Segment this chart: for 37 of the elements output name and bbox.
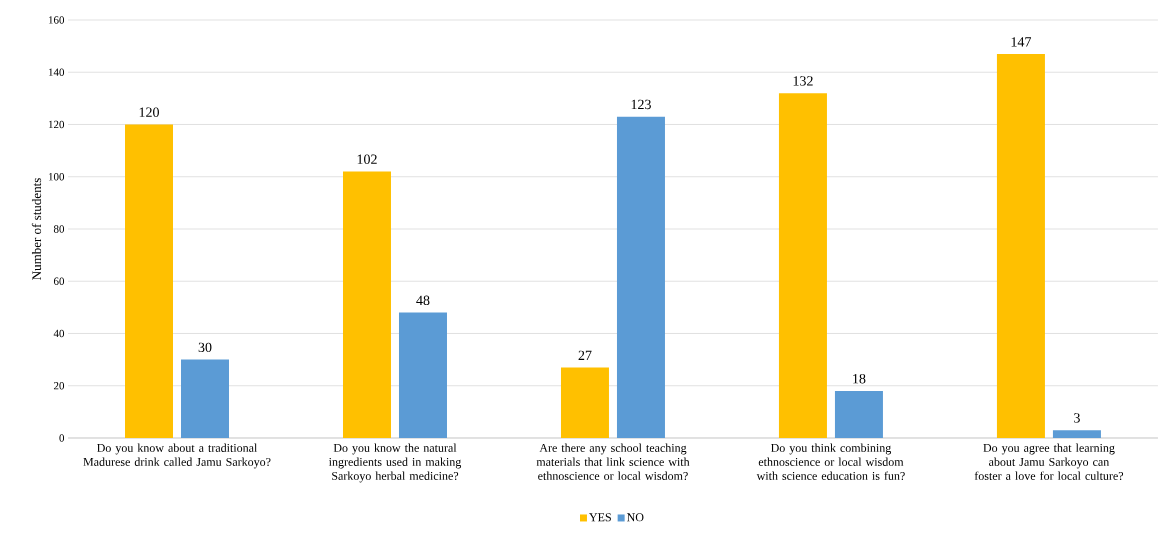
bar — [616, 116, 665, 438]
bar — [560, 367, 609, 438]
x-tick-label: Do you know the natural ingredients used in making Sarkoyo herbal medicine? — [328, 443, 462, 483]
y-tick-label: 40 — [53, 329, 65, 338]
legend-label: YES — [589, 513, 611, 522]
data-label: 18 — [853, 373, 866, 384]
data-label: 30 — [198, 342, 212, 353]
y-axis-title: Number of students — [31, 178, 42, 280]
x-tick-label: Do you know about a traditional Madurese drink called Jamu Sarkoyo? — [83, 443, 271, 469]
x-tick-label: Are there any school teaching materials that link science with ethnoscience or local wisdom? — [536, 443, 690, 481]
data-label: 147 — [1011, 37, 1032, 47]
bar — [342, 171, 391, 438]
x-tick-label: Do you agree that learning about Jamu Sarkoyo can foster a love for local culture? — [974, 443, 1124, 481]
y-tick-label: 20 — [53, 382, 65, 390]
y-tick-label: 160 — [48, 16, 65, 24]
y-tick-label: 60 — [53, 277, 65, 285]
y-tick-label: 100 — [48, 173, 65, 181]
bar — [125, 124, 173, 438]
data-label: 123 — [631, 99, 651, 110]
bar — [181, 359, 230, 438]
y-tick-label: 140 — [48, 68, 65, 76]
bar — [834, 390, 883, 438]
bar — [996, 53, 1045, 438]
x-tick-label: Do you think combining ethnoscience or local wisdom with science education is fun? — [756, 443, 905, 481]
data-label: 27 — [578, 350, 592, 360]
bar — [1052, 430, 1101, 438]
legend-label: NO — [626, 513, 644, 522]
data-label: 48 — [416, 295, 430, 306]
y-tick-label: 120 — [48, 120, 65, 129]
data-label: 132 — [793, 76, 813, 86]
data-label: 120 — [139, 107, 159, 117]
bar — [398, 312, 447, 438]
y-tick-label: 80 — [53, 225, 65, 233]
data-label: 3 — [1074, 413, 1080, 423]
data-label: 102 — [357, 154, 377, 164]
bar — [778, 93, 827, 438]
y-tick-label: 0 — [59, 434, 65, 442]
